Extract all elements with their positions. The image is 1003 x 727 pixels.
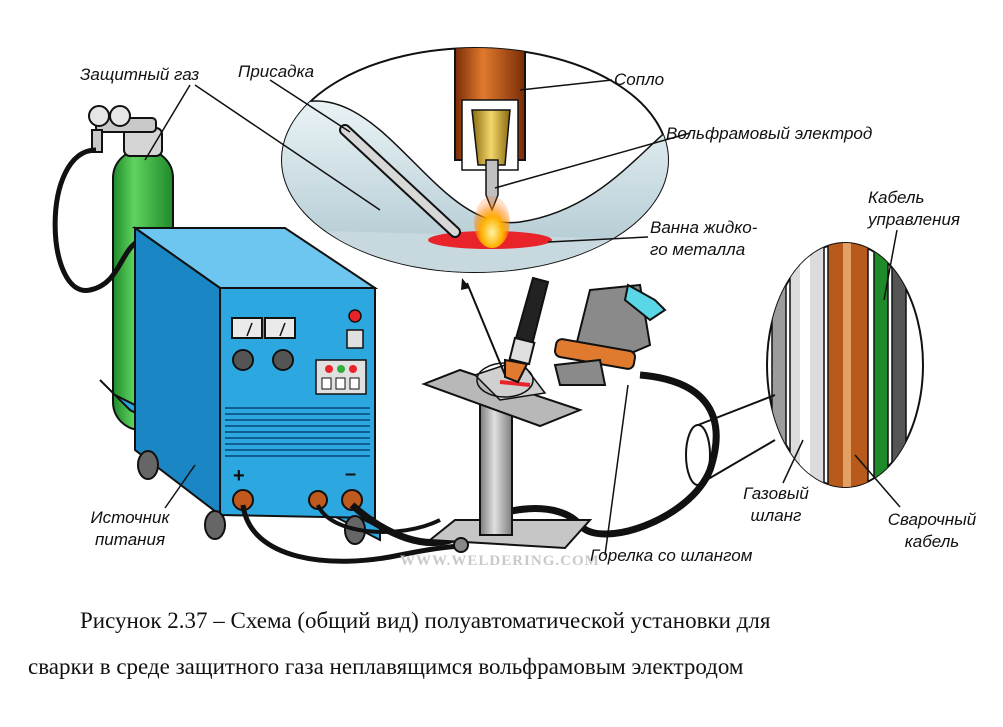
- label-filler: Присадка: [238, 62, 315, 81]
- caption-line1: Рисунок 2.37 – Схема (общий вид) полуавт…: [80, 608, 771, 633]
- leader-lines: [144, 79, 901, 556]
- label-tungsten-electrode: Вольфрамовый электрод: [666, 124, 873, 143]
- label-torch-with-hose: Горелка со шлангом: [590, 546, 753, 565]
- control-cable: [316, 504, 441, 534]
- label-gas-hose-line1: Газовый: [743, 484, 809, 503]
- label-gas-hose-line2: шланг: [750, 506, 802, 525]
- gas-supply-hose: [52, 147, 142, 293]
- label-control-cable-line2: управления: [868, 210, 961, 229]
- caption-line2: сварки в среде защитного газа неплавящим…: [28, 654, 744, 679]
- torch-and-glove: [504, 276, 667, 386]
- label-power-source-line1: Источник: [90, 508, 170, 527]
- power-source-cabinet: [99, 226, 381, 545]
- label-welding-cable-line2: кабель: [904, 532, 960, 551]
- tig-welding-setup-diagram: [52, 47, 924, 564]
- welding-table: [421, 359, 593, 553]
- label-shield-gas: Защитный газ: [80, 65, 200, 84]
- label-welding-cable-line1: Сварочный: [887, 510, 977, 529]
- zoom-pointer: [466, 282, 506, 376]
- label-pool-line2: го металла: [650, 240, 746, 259]
- label-power-source-line2: питания: [94, 530, 166, 549]
- watermark: WWW.WELDERING.COM: [400, 553, 600, 569]
- minus-terminal-sign: –: [345, 463, 357, 485]
- label-control-cable-line1: Кабель: [868, 188, 925, 207]
- plus-terminal-sign: +: [233, 465, 245, 487]
- label-nozzle: Сопло: [614, 70, 665, 89]
- label-pool-line1: Ванна жидко-: [650, 218, 758, 237]
